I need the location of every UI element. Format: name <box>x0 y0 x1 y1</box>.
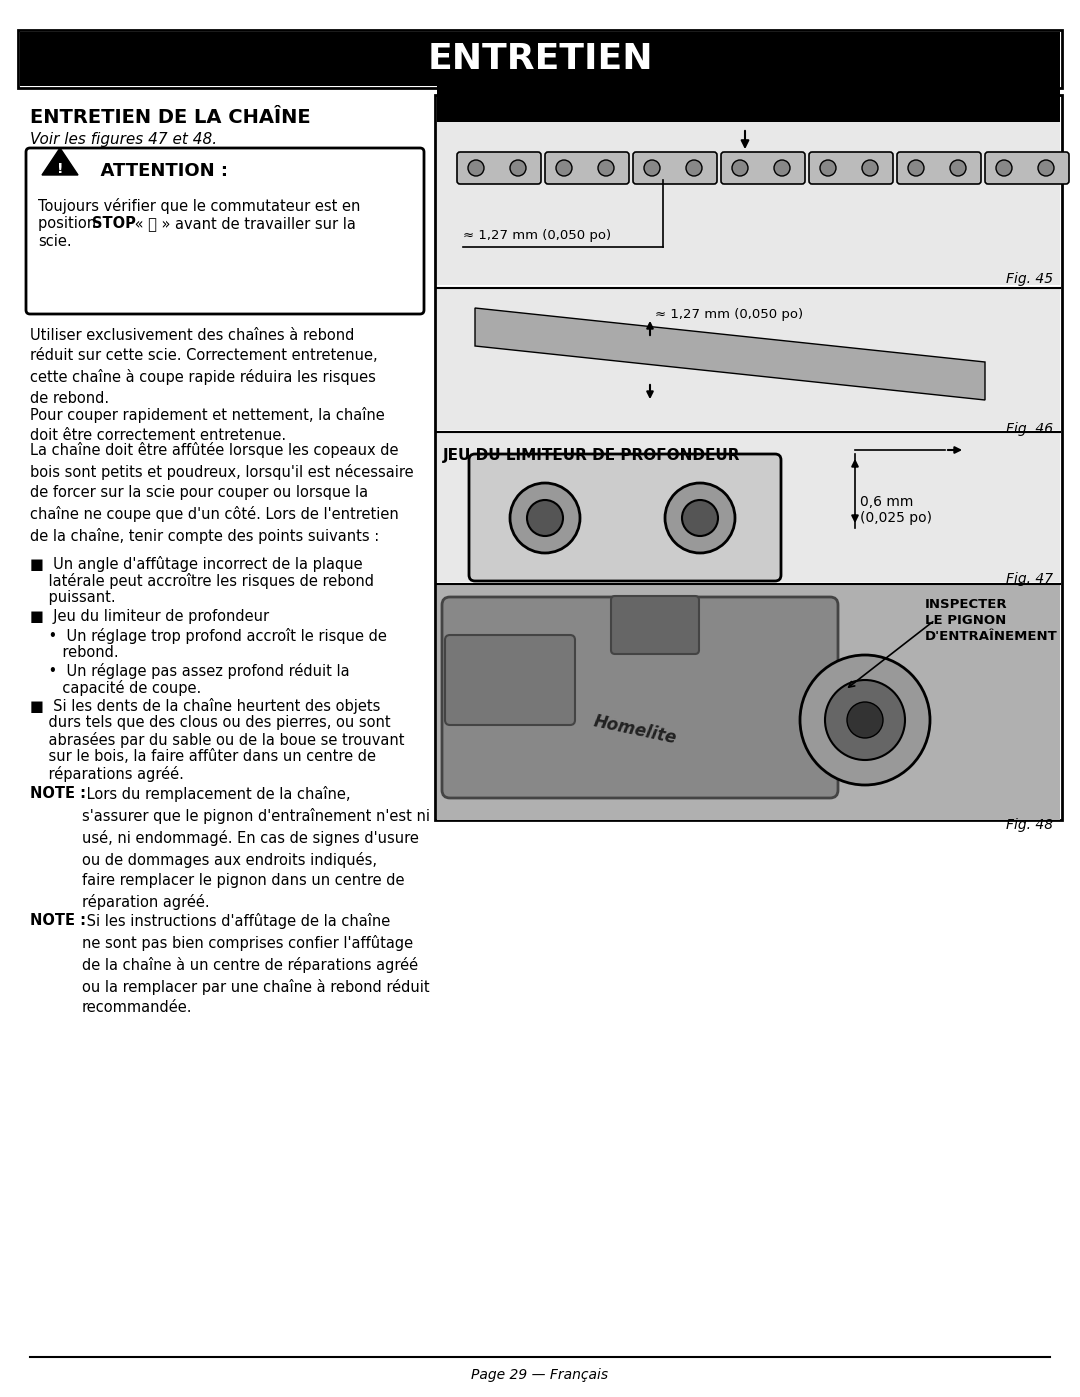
FancyBboxPatch shape <box>445 636 575 725</box>
Text: rebond.: rebond. <box>30 645 119 659</box>
Circle shape <box>556 161 572 176</box>
Text: Voir les figures 47 et 48.: Voir les figures 47 et 48. <box>30 131 217 147</box>
Circle shape <box>774 161 789 176</box>
FancyBboxPatch shape <box>611 597 699 654</box>
Circle shape <box>732 161 748 176</box>
Bar <box>437 288 1059 430</box>
Circle shape <box>686 161 702 176</box>
FancyBboxPatch shape <box>442 597 838 798</box>
Circle shape <box>996 161 1012 176</box>
Text: La chaîne doit être affûtée lorsque les copeaux de
bois sont petits et poudreux,: La chaîne doit être affûtée lorsque les … <box>30 441 414 543</box>
FancyBboxPatch shape <box>809 152 893 184</box>
FancyBboxPatch shape <box>721 152 805 184</box>
Text: position: position <box>38 217 100 231</box>
Bar <box>437 122 1059 285</box>
FancyBboxPatch shape <box>897 152 981 184</box>
Circle shape <box>820 161 836 176</box>
FancyBboxPatch shape <box>469 454 781 581</box>
Text: Si les instructions d'affûtage de la chaîne
ne sont pas bien comprises confier l: Si les instructions d'affûtage de la cha… <box>82 914 430 1016</box>
Text: Fig. 47: Fig. 47 <box>1005 571 1053 585</box>
Text: latérale peut accroître les risques de rebond: latérale peut accroître les risques de r… <box>30 573 374 590</box>
Text: « Ⓢ » avant de travailler sur la: « Ⓢ » avant de travailler sur la <box>130 217 356 231</box>
Text: Pour couper rapidement et nettement, la chaîne
doit être correctement entretenue: Pour couper rapidement et nettement, la … <box>30 407 384 443</box>
Text: Utiliser exclusivement des chaînes à rebond
réduit sur cette scie. Correctement : Utiliser exclusivement des chaînes à reb… <box>30 328 378 405</box>
Bar <box>437 432 1059 583</box>
Text: ■  Si les dents de la chaîne heurtent des objets: ■ Si les dents de la chaîne heurtent des… <box>30 698 380 714</box>
Text: STOP: STOP <box>92 217 136 231</box>
Text: durs tels que des clous ou des pierres, ou sont: durs tels que des clous ou des pierres, … <box>30 715 391 731</box>
Circle shape <box>950 161 966 176</box>
Circle shape <box>1038 161 1054 176</box>
Text: NOTE :: NOTE : <box>30 914 86 928</box>
Text: INSPECTER
LE PIGNON
D'ENTRAÎNEMENT: INSPECTER LE PIGNON D'ENTRAÎNEMENT <box>924 598 1057 643</box>
Circle shape <box>510 483 580 553</box>
Text: ENTRETIEN: ENTRETIEN <box>428 42 652 75</box>
Text: JEU DU LIMITEUR DE PROFONDEUR: JEU DU LIMITEUR DE PROFONDEUR <box>443 448 741 462</box>
Text: 0,6 mm
(0,025 po): 0,6 mm (0,025 po) <box>860 495 932 525</box>
Circle shape <box>644 161 660 176</box>
Bar <box>437 70 1059 122</box>
FancyBboxPatch shape <box>26 148 424 314</box>
Circle shape <box>468 161 484 176</box>
Text: •  Un réglage pas assez profond réduit la: • Un réglage pas assez profond réduit la <box>30 664 350 679</box>
Polygon shape <box>475 307 985 400</box>
FancyBboxPatch shape <box>633 152 717 184</box>
Circle shape <box>800 655 930 785</box>
Text: scie.: scie. <box>38 235 71 249</box>
Circle shape <box>847 703 883 738</box>
Bar <box>437 584 1059 820</box>
Text: !: ! <box>57 162 64 176</box>
Text: Lors du remplacement de la chaîne,
s'assurer que le pignon d'entraînement n'est : Lors du remplacement de la chaîne, s'ass… <box>82 787 430 909</box>
Bar <box>435 95 1062 820</box>
Text: Fig. 45: Fig. 45 <box>1005 272 1053 286</box>
Text: puissant.: puissant. <box>30 590 116 605</box>
Text: ■  Un angle d'affûtage incorrect de la plaque: ■ Un angle d'affûtage incorrect de la pl… <box>30 556 363 571</box>
Text: sur le bois, la faire affûter dans un centre de: sur le bois, la faire affûter dans un ce… <box>30 749 376 764</box>
Text: Fig. 48: Fig. 48 <box>1005 819 1053 833</box>
Bar <box>18 29 1062 88</box>
Text: Homelite: Homelite <box>592 712 678 747</box>
Circle shape <box>825 680 905 760</box>
Circle shape <box>665 483 735 553</box>
Polygon shape <box>42 148 78 175</box>
Circle shape <box>681 500 718 536</box>
Circle shape <box>510 161 526 176</box>
FancyBboxPatch shape <box>457 152 541 184</box>
Text: capacité de coupe.: capacité de coupe. <box>30 680 201 696</box>
Text: ■  Jeu du limiteur de profondeur: ■ Jeu du limiteur de profondeur <box>30 609 269 624</box>
FancyBboxPatch shape <box>985 152 1069 184</box>
Text: ATTENTION :: ATTENTION : <box>87 162 228 180</box>
Text: Toujours vérifier que le commutateur est en: Toujours vérifier que le commutateur est… <box>38 198 361 214</box>
Text: Page 29 — Français: Page 29 — Français <box>472 1368 608 1382</box>
Circle shape <box>598 161 615 176</box>
Text: réparations agréé.: réparations agréé. <box>30 766 184 782</box>
Circle shape <box>527 500 563 536</box>
Text: ENTRETIEN DE LA CHAÎNE: ENTRETIEN DE LA CHAÎNE <box>30 108 311 127</box>
Text: ≈ 1,27 mm (0,050 po): ≈ 1,27 mm (0,050 po) <box>654 307 804 321</box>
Circle shape <box>908 161 924 176</box>
Bar <box>21 32 1059 87</box>
Text: NOTE :: NOTE : <box>30 787 86 800</box>
Text: ≈ 1,27 mm (0,050 po): ≈ 1,27 mm (0,050 po) <box>463 229 611 242</box>
Text: Fig. 46: Fig. 46 <box>1005 422 1053 436</box>
FancyBboxPatch shape <box>545 152 629 184</box>
Text: •  Un réglage trop profond accroît le risque de: • Un réglage trop profond accroît le ris… <box>30 629 387 644</box>
Circle shape <box>862 161 878 176</box>
Text: abrasées par du sable ou de la boue se trouvant: abrasées par du sable ou de la boue se t… <box>30 732 405 747</box>
